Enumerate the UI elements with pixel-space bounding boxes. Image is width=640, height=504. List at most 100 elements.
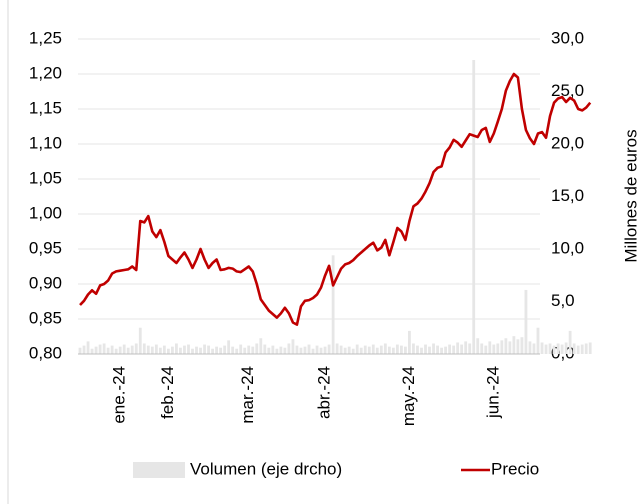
volume-bar (315, 345, 319, 354)
volume-bar (560, 344, 564, 354)
volume-bar (556, 343, 560, 354)
legend-label: Volumen (eje drcho) (190, 459, 342, 478)
volume-bar (488, 341, 492, 354)
volume-bar (227, 340, 231, 354)
volume-bar (351, 348, 355, 354)
volume-bar (126, 347, 130, 354)
volume-bar (387, 346, 391, 354)
y-tick-label: 1,25 (29, 28, 62, 47)
volume-bar (375, 347, 379, 354)
volume-bar (580, 344, 584, 354)
volume-bar (319, 347, 323, 354)
volume-bar (215, 346, 219, 354)
volume-bar (203, 344, 206, 354)
volume-bar (291, 339, 295, 354)
volume-bar (211, 348, 214, 354)
volume-bar (355, 344, 359, 354)
volume-bar (98, 344, 102, 354)
legend-swatch (133, 462, 185, 478)
volume-bar (536, 327, 540, 354)
volume-bar (82, 345, 86, 354)
volume-bar (544, 344, 548, 354)
y-tick-label: 1,20 (29, 63, 62, 82)
volume-bar (175, 343, 178, 354)
volume-bar (412, 343, 415, 354)
y-tick-label: 0,90 (29, 273, 62, 292)
volume-bar (118, 346, 122, 354)
volume-bar (395, 344, 399, 354)
volume-bar (504, 338, 508, 354)
volume-bar (311, 348, 315, 354)
volume-bar (171, 346, 174, 354)
volume-bar (154, 344, 158, 354)
volume-bar (235, 348, 239, 354)
y-tick-label: 0,80 (29, 343, 62, 362)
volume-bar (472, 60, 476, 354)
y2-tick-label: 30,0 (551, 28, 584, 47)
volume-bar (158, 347, 162, 354)
volume-bar (247, 345, 251, 354)
volume-bar (331, 255, 335, 354)
volume-bar (416, 345, 419, 354)
x-tick-label: jun.-24 (483, 366, 502, 419)
volume-bar (379, 345, 383, 354)
y2-tick-label: 5,0 (551, 291, 575, 310)
volume-bar (122, 344, 126, 354)
volume-bar (464, 341, 468, 354)
volume-bar (267, 347, 271, 354)
volume-bar (283, 347, 287, 354)
x-tick-label: feb.-24 (158, 366, 177, 419)
volume-bar (150, 346, 154, 354)
volume-bar (516, 339, 520, 354)
y2-tick-label: 20,0 (551, 133, 584, 152)
volume-bar (162, 345, 166, 354)
y-tick-label: 1,05 (29, 168, 62, 187)
volume-bar (363, 345, 367, 354)
volume-bar (484, 345, 488, 354)
volume-bar (106, 347, 110, 354)
volume-bar (343, 347, 347, 354)
volume-bar (444, 346, 447, 354)
volume-bar (404, 346, 407, 354)
volume-bar (327, 344, 331, 354)
volume-bar (335, 343, 339, 354)
volume-bar (271, 345, 275, 354)
volume-bar (191, 348, 194, 354)
volume-bar (528, 341, 532, 354)
volume-bar (299, 347, 303, 354)
volume-bar (239, 344, 243, 354)
volume-bar (367, 346, 371, 354)
volume-bar (183, 345, 186, 354)
volume-bar (295, 345, 299, 354)
volume-bar (207, 345, 210, 354)
volume-bar (323, 346, 327, 354)
y-tick-label: 0,95 (29, 238, 62, 257)
volume-bar (424, 344, 427, 354)
volume-bar (383, 343, 387, 354)
volume-bar (110, 345, 114, 354)
volume-bar (432, 343, 435, 354)
volume-bar (78, 347, 82, 354)
volume-bar (219, 347, 223, 354)
volume-bar (552, 345, 556, 354)
volume-bar (540, 342, 544, 354)
volume-bar (576, 345, 580, 354)
y2-tick-label: 10,0 (551, 238, 584, 257)
volume-bar (263, 344, 267, 354)
volume-bar (231, 346, 235, 354)
volume-bar (303, 346, 307, 354)
y2-tick-label: 25,0 (551, 81, 584, 100)
volume-bar (307, 344, 311, 354)
volume-bar (588, 342, 592, 354)
volume-bar (279, 346, 283, 354)
price-line (79, 72, 592, 326)
volume-bar (480, 343, 484, 354)
volume-bar (223, 345, 227, 354)
volume-bar (520, 337, 524, 354)
volume-bar (251, 346, 255, 354)
x-tick-label: mar.-24 (238, 366, 257, 424)
legend-label: Precio (491, 459, 539, 478)
volume-bar (199, 347, 202, 354)
volume-bar (572, 343, 576, 354)
